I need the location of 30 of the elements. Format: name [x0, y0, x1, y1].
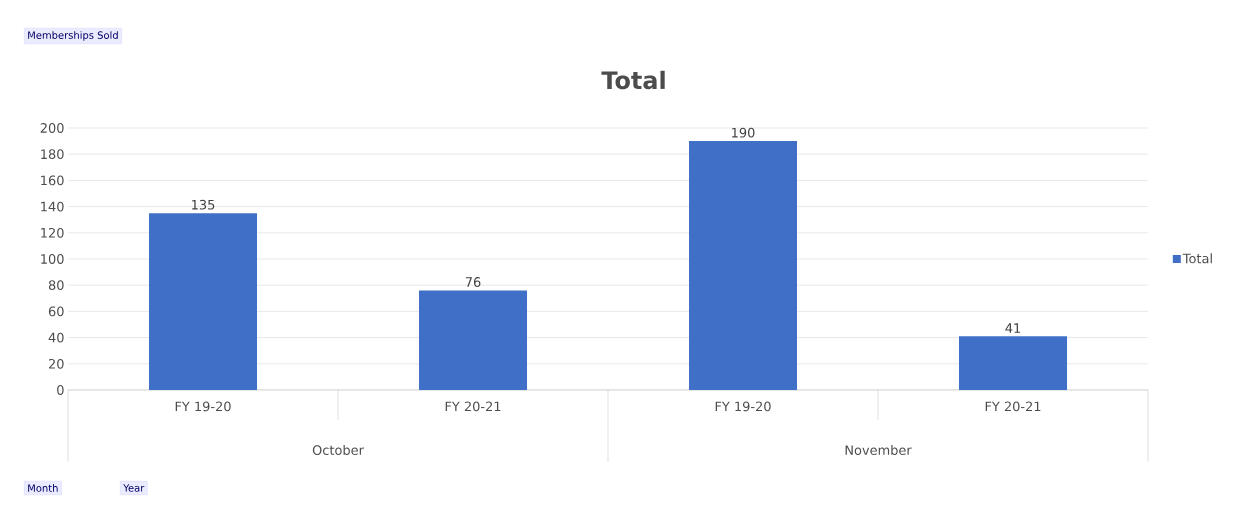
text: Month [28, 484, 58, 492]
legend-label: Total [1182, 253, 1212, 264]
bar [149, 213, 258, 390]
y-tick-label: 180 [41, 149, 64, 160]
y-tick-label: 0 [57, 385, 64, 395]
text: October [312, 444, 364, 455]
text: Year [123, 484, 145, 492]
data-label: 135 [192, 199, 215, 210]
data-label: 41 [1005, 323, 1021, 333]
text: November [845, 444, 912, 455]
y-tick-label: 20 [48, 358, 64, 369]
x-tick-label: FY 19-20 [715, 401, 771, 412]
y-tick-label: 100 [41, 254, 64, 264]
x-tick-label: FY 19-20 [175, 401, 231, 412]
bar [689, 141, 798, 390]
y-tick-label: 160 [41, 175, 64, 186]
data-label: 76 [465, 277, 481, 287]
x-tick-label: FY 20-21 [445, 401, 501, 412]
bar [419, 290, 528, 390]
data-label: 190 [732, 127, 755, 138]
y-tick-label: 80 [48, 280, 64, 291]
x-tick-label: FY 20-21 [985, 401, 1041, 412]
y-tick-label: 200 [40, 123, 64, 133]
chart-title: Total [601, 70, 665, 90]
y-tick-label: 120 [41, 227, 64, 238]
bar [959, 336, 1068, 390]
y-tick-label: 140 [41, 201, 64, 212]
y-tick-label: 60 [48, 306, 64, 317]
y-tick-label: 40 [48, 332, 64, 343]
text: Memberships Sold [28, 31, 118, 41]
